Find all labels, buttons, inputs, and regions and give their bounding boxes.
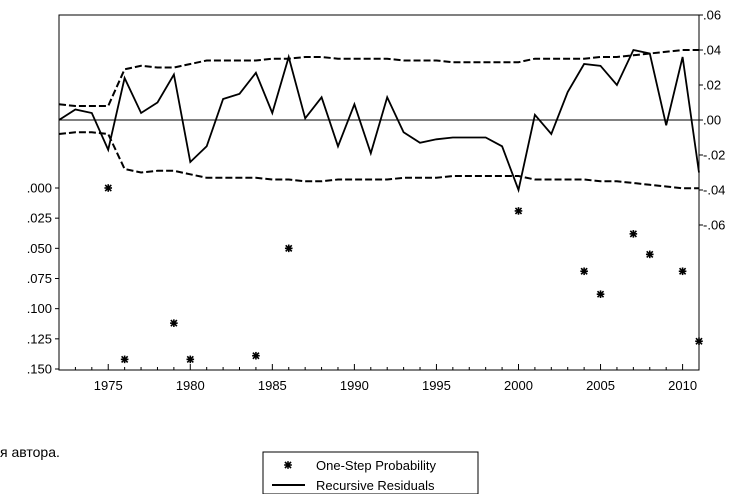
right-tick-label-3: .00 <box>703 113 721 128</box>
series-line-lower-band <box>58 131 699 190</box>
point-one-step-probability-1986 <box>284 244 293 253</box>
left-tick-label-3: .075 <box>27 271 52 286</box>
plot-frame <box>58 14 700 371</box>
point-one-step-probability-2000 <box>514 207 523 215</box>
legend-marker-star <box>284 461 292 469</box>
right-tick-label-6: -.06 <box>703 218 725 233</box>
x-tick-label-2000: 2000 <box>504 378 533 393</box>
x-tick-label-1980: 1980 <box>176 378 205 393</box>
left-tick-label-0: .000 <box>27 181 52 196</box>
left-tick-label-6: .150 <box>27 362 52 377</box>
point-one-step-probability-1980 <box>186 355 195 364</box>
right-tick-label-5: -.04 <box>703 183 725 198</box>
point-one-step-probability-2005 <box>596 290 605 298</box>
x-tick-label-1985: 1985 <box>258 378 287 393</box>
point-one-step-probability-2007 <box>629 230 638 238</box>
left-tick-label-4: .100 <box>27 301 52 316</box>
series-one-step-probability <box>104 184 703 364</box>
point-one-step-probability-2004 <box>580 267 588 276</box>
right-tick-label-0: .06 <box>703 8 721 23</box>
right-tick-label-2: .02 <box>703 78 721 93</box>
right-tick-label-1: .04 <box>703 43 721 58</box>
left-tick-label-2: .050 <box>27 241 52 256</box>
footnote-text: я автора. <box>0 444 60 460</box>
x-tick-label-2010: 2010 <box>668 378 697 393</box>
right-axis: .06 .04 .02 .00 -.02 -.04 -.06 <box>699 8 725 233</box>
point-one-step-probability-2008 <box>645 250 654 259</box>
point-one-step-probability-1975 <box>104 184 113 192</box>
legend-box <box>262 451 479 494</box>
point-one-step-probability-2011 <box>695 337 703 346</box>
point-one-step-probability-1976 <box>120 355 129 364</box>
x-tick-label-1990: 1990 <box>340 378 369 393</box>
x-tick-label-2005: 2005 <box>586 378 615 393</box>
point-one-step-probability-2010 <box>678 267 687 276</box>
left-axis: .000 .025 .050 .075 .100 .125 .150 <box>27 181 59 377</box>
point-one-step-probability-1979 <box>170 319 178 327</box>
right-tick-label-4: -.02 <box>703 148 725 163</box>
series-line-recursive-residuals <box>58 48 700 194</box>
left-tick-label-5: .125 <box>27 331 52 346</box>
x-axis: 1975 1980 1985 1990 1995 2000 2005 2010 <box>58 364 700 393</box>
x-tick-label-1975: 1975 <box>94 378 123 393</box>
legend-marker-one-step <box>284 461 292 469</box>
legend-label-one-step: One-Step Probability <box>316 458 436 473</box>
point-one-step-probability-1984 <box>252 351 260 360</box>
legend: One-Step Probability Recursive Residuals <box>262 451 479 494</box>
series-line-upper-band <box>58 49 699 107</box>
left-tick-label-1: .025 <box>27 211 52 226</box>
x-tick-label-1995: 1995 <box>422 378 451 393</box>
series-layer <box>58 48 703 364</box>
legend-label-residuals: Recursive Residuals <box>316 478 435 493</box>
